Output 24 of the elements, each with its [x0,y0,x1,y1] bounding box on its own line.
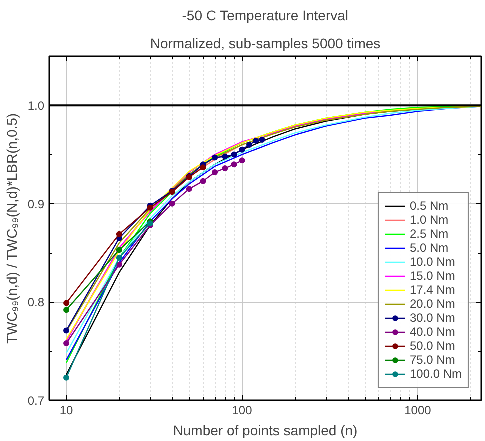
legend-label: 20.0 Nm [410,297,456,311]
y-tick-label: 0.7 [28,394,45,408]
chart-subtitle: Normalized, sub-samples 5000 times [150,36,381,52]
legend-label: 5.0 Nm [410,241,449,255]
x-tick-label: 100 [232,404,253,418]
legend-label: 1.0 Nm [410,213,449,227]
legend-label: 30.0 Nm [410,311,456,325]
x-axis-title: Number of points sampled (n) [173,422,358,438]
y-tick-label: 0.8 [28,296,45,310]
legend-label: 0.5 Nm [410,199,449,213]
legend-label: 50.0 Nm [410,339,456,353]
x-tick-label: 1000 [404,404,432,418]
legend-label: 15.0 Nm [410,269,456,283]
legend-label: 2.5 Nm [410,227,449,241]
y-axis-title: TWC₉₉(n,d) / TWC₉₉(N,d)*LBR(n,0.5) [4,113,20,344]
legend-label: 75.0 Nm [410,353,456,367]
legend-label: 10.0 Nm [410,255,456,269]
legend-label: 100.0 Nm [410,367,462,381]
legend-label: 40.0 Nm [410,325,456,339]
y-tick-label: 1.0 [28,99,45,114]
y-tick-label: 0.9 [28,197,45,212]
x-tick-label: 10 [60,404,74,418]
chart-title: -50 C Temperature Interval [182,8,349,24]
legend-label: 17.4 Nm [410,283,456,297]
